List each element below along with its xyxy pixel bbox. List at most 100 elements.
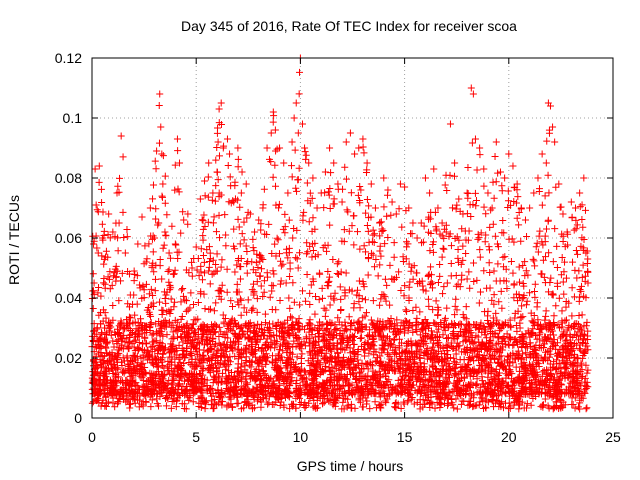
data-point [230, 225, 238, 233]
data-point [346, 325, 354, 333]
data-point [438, 232, 446, 240]
data-point [320, 398, 328, 406]
data-point [471, 189, 479, 197]
data-point [473, 375, 481, 383]
data-point [431, 359, 439, 367]
data-point [452, 359, 460, 367]
data-point [509, 269, 517, 277]
data-point [369, 251, 377, 259]
data-point [131, 311, 139, 319]
data-point [269, 267, 277, 275]
data-point [206, 305, 214, 313]
data-point [457, 276, 465, 284]
data-point [552, 183, 560, 191]
data-point [236, 275, 244, 283]
data-point [465, 227, 473, 235]
data-point [286, 273, 294, 281]
data-point [142, 280, 150, 288]
data-point [499, 404, 507, 412]
data-point [285, 294, 293, 302]
data-point [451, 302, 459, 310]
data-point [391, 403, 399, 411]
data-point [268, 352, 276, 360]
data-point [583, 404, 591, 412]
data-point [571, 404, 579, 412]
data-point [501, 253, 509, 261]
data-point [260, 185, 268, 193]
data-point [109, 394, 117, 402]
data-point [510, 281, 518, 289]
data-point [371, 398, 379, 406]
data-point [383, 212, 391, 220]
data-point [468, 334, 476, 342]
data-point [217, 345, 225, 353]
data-point [165, 376, 173, 384]
data-point [144, 303, 152, 311]
data-point [147, 319, 155, 327]
data-point [468, 139, 476, 147]
data-point [177, 229, 185, 237]
data-point [102, 314, 110, 322]
data-point [356, 183, 364, 191]
data-point [295, 90, 303, 98]
data-point [395, 268, 403, 276]
data-point [463, 275, 471, 283]
data-point [452, 205, 460, 213]
data-point [412, 303, 420, 311]
data-point [489, 342, 497, 350]
data-point [572, 225, 580, 233]
data-point [93, 370, 101, 378]
data-point [101, 284, 109, 292]
data-point [297, 354, 305, 362]
data-point [125, 400, 133, 408]
data-point [581, 206, 589, 214]
data-point [545, 129, 553, 137]
data-point [506, 316, 514, 324]
data-point [175, 188, 183, 196]
data-point [517, 237, 525, 245]
data-point [342, 175, 350, 183]
data-point [315, 269, 323, 277]
data-point [211, 197, 219, 205]
data-point [99, 208, 107, 216]
data-point [435, 325, 443, 333]
data-point [365, 202, 373, 210]
data-point [270, 270, 278, 278]
data-point [295, 164, 303, 172]
data-point [273, 234, 281, 242]
data-point [521, 272, 529, 280]
data-point [425, 302, 433, 310]
data-point [526, 289, 534, 297]
data-point [89, 305, 97, 313]
data-point [443, 304, 451, 312]
data-point [199, 236, 207, 244]
data-point [302, 297, 310, 305]
data-point [231, 383, 239, 391]
data-point [302, 155, 310, 163]
data-point [556, 334, 564, 342]
data-point [455, 321, 463, 329]
data-point [539, 403, 547, 411]
data-point [212, 182, 220, 190]
data-point [574, 336, 582, 344]
data-point [387, 211, 395, 219]
data-point [500, 229, 508, 237]
data-point [521, 258, 529, 266]
data-point [427, 278, 435, 286]
data-points [88, 54, 592, 413]
data-point [149, 195, 157, 203]
data-point [308, 253, 316, 261]
data-point [570, 226, 578, 234]
data-point [366, 405, 374, 413]
data-point [403, 308, 411, 316]
data-point [236, 203, 244, 211]
data-point [306, 189, 314, 197]
data-point [324, 188, 332, 196]
data-point [109, 302, 117, 310]
data-point [246, 358, 254, 366]
data-point [240, 218, 248, 226]
data-point [377, 252, 385, 260]
data-point [139, 351, 147, 359]
data-point [563, 336, 571, 344]
data-point [89, 270, 97, 278]
